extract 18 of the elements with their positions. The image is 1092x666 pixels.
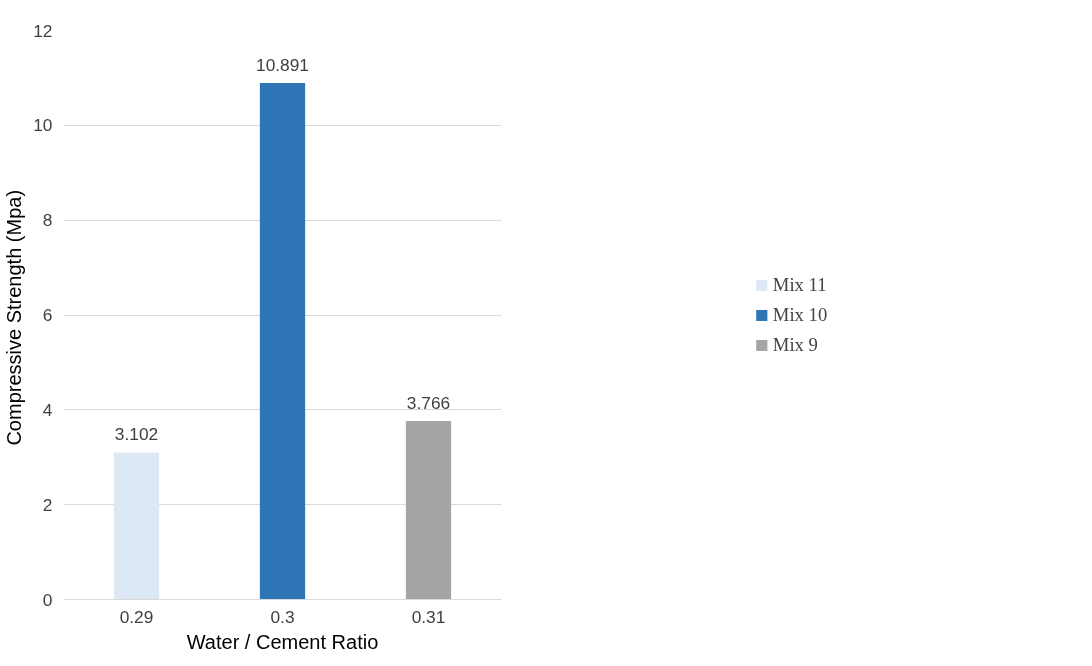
y-tick-label: 0 [42,589,53,610]
y-axis-title: Compressive Strength (Mpa) [3,189,26,446]
legend-label: Mix 10 [772,303,828,326]
y-tick-label: 6 [42,305,53,325]
x-axis-title: Water / Cement Ratio [186,630,379,653]
x-tick-label: 0.3 [270,606,295,627]
x-tick-label: 0.29 [119,606,154,627]
data-label: 3.102 [114,424,159,445]
legend-label: Mix 11 [772,273,827,296]
y-tick-label: 10 [33,115,53,136]
y-tick-label: 2 [42,494,53,515]
y-tick-label: 4 [42,399,53,420]
y-tick-label: 8 [42,210,53,231]
data-label: 10.891 [256,55,309,76]
data-label: 3.766 [406,392,451,413]
legend-label: Mix 9 [772,333,818,356]
x-tick-label: 0.31 [411,606,446,627]
y-tick-label: 12 [33,20,53,41]
